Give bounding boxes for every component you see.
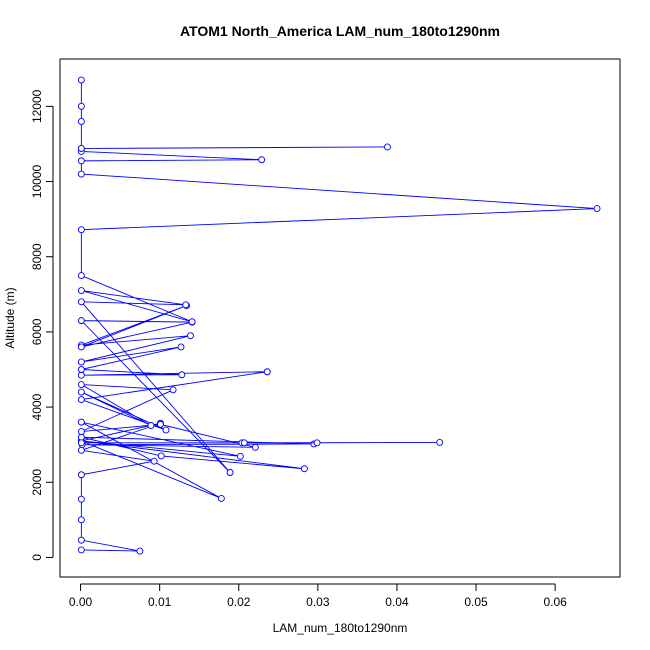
data-point — [77, 495, 85, 503]
data-point — [226, 469, 234, 476]
y-tick-label: 6000 — [30, 318, 44, 345]
data-point — [77, 287, 85, 295]
data-point — [77, 343, 85, 351]
data-point — [77, 418, 85, 426]
y-tick-label: 10000 — [30, 165, 44, 199]
data-point — [136, 547, 144, 555]
data-point — [77, 117, 85, 125]
x-tick-label: 0.02 — [227, 595, 251, 609]
data-point — [236, 452, 244, 460]
y-tick-label: 2000 — [30, 469, 44, 496]
data-point — [77, 145, 85, 152]
data-point — [77, 439, 85, 447]
y-tick-label: 8000 — [30, 243, 44, 270]
data-point — [157, 452, 165, 460]
x-tick-label: 0.04 — [385, 595, 409, 609]
data-point — [77, 371, 85, 379]
data-point — [384, 143, 391, 151]
data-point — [217, 494, 225, 502]
data-point — [162, 426, 170, 434]
x-tick-label: 0.03 — [306, 595, 330, 609]
data-point — [240, 439, 248, 447]
data-point — [77, 76, 85, 84]
x-tick-label: 0.06 — [543, 595, 567, 609]
plot-frame — [59, 58, 621, 578]
data-point — [77, 170, 85, 178]
data-point — [77, 366, 85, 373]
data-point — [150, 457, 158, 465]
data-point — [77, 536, 85, 544]
x-tick-label: 0.05 — [464, 595, 488, 609]
data-point — [77, 516, 85, 524]
data-point — [187, 332, 194, 340]
data-point — [77, 272, 85, 279]
data-point — [313, 439, 321, 447]
data-point — [77, 358, 85, 366]
chart-title: ATOM1 North_America LAM_num_180to1290nm — [180, 23, 500, 39]
x-tick-label: 0.01 — [148, 595, 172, 609]
data-point — [77, 396, 85, 404]
data-point — [263, 368, 271, 376]
data-point — [251, 443, 259, 451]
data-point — [258, 156, 266, 164]
data-point — [77, 546, 85, 554]
data-point — [156, 420, 164, 428]
data-point — [77, 317, 85, 325]
data-point — [147, 422, 155, 429]
data-point — [188, 318, 196, 326]
y-tick-label: 4000 — [30, 393, 44, 420]
x-axis: 0.00 0.01 0.02 0.03 0.04 0.05 0.06 — [69, 583, 567, 609]
data-point — [77, 433, 85, 441]
data-point — [593, 205, 601, 213]
data-point — [77, 102, 85, 110]
y-tick-label: 12000 — [30, 89, 44, 123]
x-axis-label: LAM_num_180to1290nm — [273, 621, 408, 635]
x-tick-label: 0.00 — [69, 595, 93, 609]
data-point — [169, 386, 177, 394]
series-layer — [77, 76, 601, 555]
data-point — [77, 157, 85, 165]
data-point — [77, 428, 85, 435]
data-point — [77, 381, 85, 388]
data-point — [182, 301, 190, 309]
data-point — [77, 446, 85, 454]
data-point — [177, 343, 185, 351]
y-axis: 0 2000 4000 6000 8000 10000 12000 — [30, 89, 54, 561]
data-point — [77, 388, 85, 396]
y-axis-label: Altitude (m) — [3, 287, 17, 348]
y-tick-label: 0 — [30, 554, 44, 561]
data-point — [178, 371, 186, 379]
series-line — [80, 80, 598, 552]
data-point — [77, 298, 85, 306]
data-point — [436, 438, 444, 446]
data-point — [77, 226, 85, 234]
data-point — [300, 465, 308, 473]
data-point — [77, 471, 85, 479]
